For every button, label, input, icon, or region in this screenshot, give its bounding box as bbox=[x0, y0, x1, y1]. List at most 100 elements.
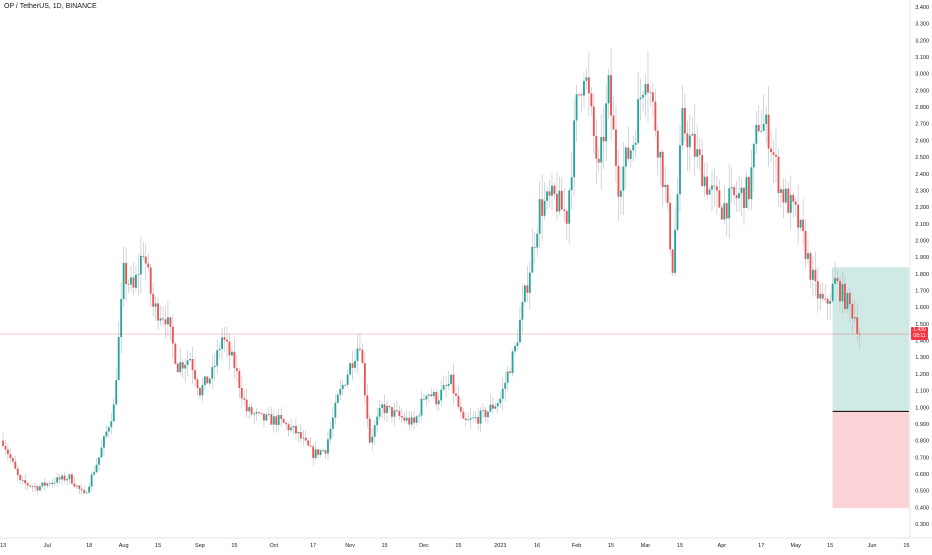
candle bbox=[176, 362, 179, 373]
candle-body bbox=[843, 283, 846, 310]
candle-body bbox=[107, 427, 110, 432]
time-axis[interactable]: 13 Jul 18 Aug 15 Sep 15 Oct 17 Nov 15 Dec 15 2023 16 Fe… bbox=[0, 543, 910, 549]
candle bbox=[122, 246, 125, 308]
candle-body bbox=[811, 269, 814, 280]
candle-body bbox=[445, 385, 448, 386]
candle bbox=[688, 114, 691, 172]
candle-body bbox=[14, 461, 17, 469]
candle-body bbox=[526, 285, 529, 293]
candle bbox=[137, 253, 140, 296]
candle-body bbox=[100, 447, 103, 458]
candle-body bbox=[48, 483, 51, 485]
candle bbox=[11, 456, 14, 465]
candle-body bbox=[135, 274, 137, 288]
price-tick-label: 3.400 bbox=[915, 5, 929, 11]
candle bbox=[676, 177, 679, 233]
candle-body bbox=[469, 418, 472, 420]
candle-body bbox=[199, 388, 201, 396]
candle-body bbox=[447, 383, 450, 386]
candle bbox=[400, 407, 403, 424]
candle-body bbox=[809, 253, 812, 280]
candle bbox=[738, 176, 740, 212]
candle-body bbox=[654, 101, 657, 131]
candle-body bbox=[548, 191, 551, 196]
candle bbox=[339, 380, 342, 401]
candle bbox=[568, 186, 571, 245]
candle-body bbox=[499, 398, 502, 404]
time-tick-label: 15 bbox=[677, 543, 683, 549]
price-axis[interactable]: 3.400 3.300 3.200 3.100 3.000 2.900 2.800 2.700… bbox=[915, 5, 929, 528]
candle-body bbox=[196, 379, 199, 389]
candle bbox=[410, 411, 413, 428]
candle-body bbox=[649, 92, 652, 94]
candle-body bbox=[784, 188, 787, 203]
candle-body bbox=[235, 368, 238, 371]
loss-zone[interactable] bbox=[832, 411, 909, 509]
candle bbox=[184, 358, 187, 383]
candle bbox=[297, 430, 300, 443]
time-tick-label: Jun bbox=[868, 543, 877, 549]
candle-body bbox=[459, 406, 462, 412]
candle bbox=[157, 297, 160, 331]
candle-body bbox=[775, 154, 777, 157]
candle-body bbox=[162, 318, 164, 320]
candle bbox=[356, 334, 359, 373]
candle bbox=[29, 484, 32, 489]
candle-body bbox=[354, 361, 356, 368]
candle-body bbox=[423, 398, 425, 400]
candle bbox=[243, 389, 246, 407]
candle bbox=[755, 111, 758, 155]
candle bbox=[132, 262, 135, 295]
candle-body bbox=[831, 283, 834, 302]
candle-body bbox=[514, 345, 516, 352]
candle-body bbox=[747, 177, 750, 200]
candle bbox=[671, 248, 674, 277]
candle bbox=[174, 341, 177, 365]
candle bbox=[258, 410, 260, 417]
candle-body bbox=[395, 410, 398, 412]
candle-body bbox=[398, 410, 401, 417]
candle bbox=[482, 403, 484, 418]
candle bbox=[824, 284, 827, 304]
candle bbox=[654, 88, 657, 137]
candle bbox=[607, 68, 610, 120]
candle bbox=[139, 236, 142, 294]
candle bbox=[715, 175, 718, 215]
candle bbox=[526, 265, 529, 303]
time-tick-label: 15 bbox=[827, 543, 833, 549]
position-tool[interactable] bbox=[832, 267, 909, 509]
candle bbox=[683, 93, 686, 142]
candle bbox=[277, 408, 280, 432]
candle-body bbox=[277, 415, 280, 425]
candle bbox=[272, 409, 275, 433]
candle-body bbox=[80, 488, 83, 491]
candle bbox=[533, 232, 536, 265]
candle bbox=[7, 442, 9, 461]
candle-body bbox=[772, 152, 775, 155]
candle bbox=[194, 356, 196, 387]
candle-body bbox=[282, 418, 285, 423]
candle-body bbox=[427, 394, 430, 396]
candle bbox=[484, 407, 487, 423]
candle bbox=[223, 326, 226, 352]
candle bbox=[656, 123, 659, 176]
candle bbox=[442, 376, 445, 392]
candle-body bbox=[189, 359, 192, 361]
candle-body bbox=[487, 411, 489, 418]
candle-body bbox=[797, 204, 800, 228]
candle-body bbox=[531, 246, 534, 273]
candle-body bbox=[255, 412, 258, 414]
candle-body bbox=[600, 136, 603, 163]
candle-body bbox=[366, 395, 369, 419]
candle-body bbox=[349, 363, 352, 375]
price-tick-label: 1.800 bbox=[915, 272, 929, 278]
candle-body bbox=[494, 406, 497, 409]
candle-body bbox=[304, 437, 307, 441]
candle bbox=[851, 299, 854, 334]
candle-body bbox=[432, 392, 435, 397]
candle bbox=[634, 130, 637, 158]
candle bbox=[496, 397, 499, 414]
